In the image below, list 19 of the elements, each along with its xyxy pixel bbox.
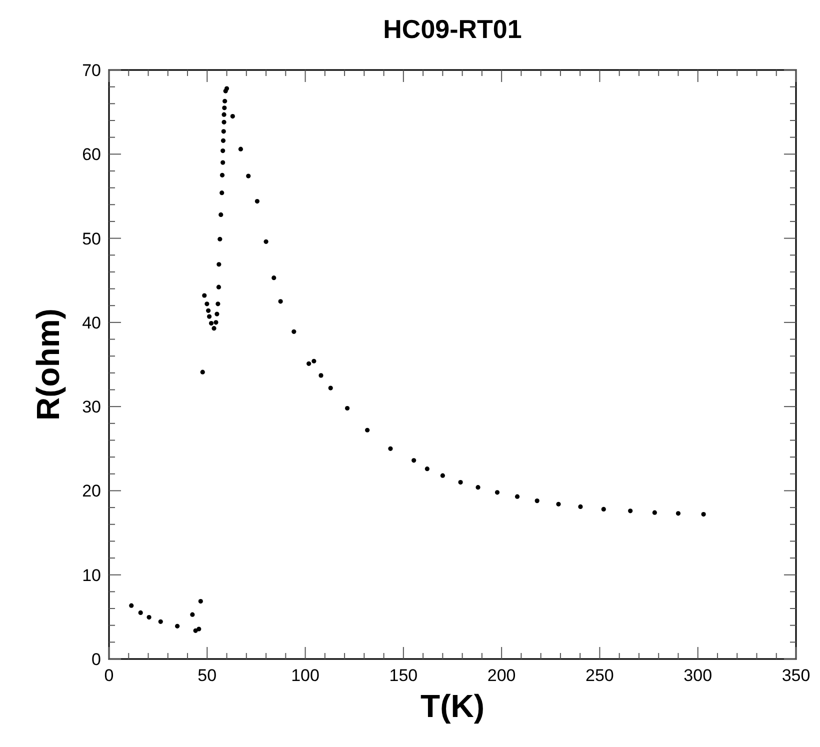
y-tick-label: 40 <box>82 313 101 332</box>
x-tick-label: 300 <box>684 666 712 685</box>
y-tick-label: 20 <box>82 482 101 501</box>
y-tick-label: 60 <box>82 145 101 164</box>
x-tick-label: 100 <box>291 666 320 685</box>
x-tick-label: 150 <box>389 666 418 685</box>
y-tick-label: 10 <box>82 566 101 585</box>
x-tick-label: 350 <box>782 666 810 685</box>
chart-title: HC09-RT01 <box>383 14 522 44</box>
x-tick-label: 200 <box>487 666 516 685</box>
y-tick-label: 70 <box>82 61 101 80</box>
y-tick-label: 30 <box>82 398 101 417</box>
x-tick-label: 0 <box>104 666 114 685</box>
y-tick-label: 0 <box>92 650 101 669</box>
x-tick-label: 50 <box>198 666 217 685</box>
y-axis-title: R(ohm) <box>30 308 66 420</box>
x-tick-label: 250 <box>586 666 614 685</box>
x-axis-title: T(K) <box>420 688 484 724</box>
y-tick-label: 50 <box>82 229 101 248</box>
